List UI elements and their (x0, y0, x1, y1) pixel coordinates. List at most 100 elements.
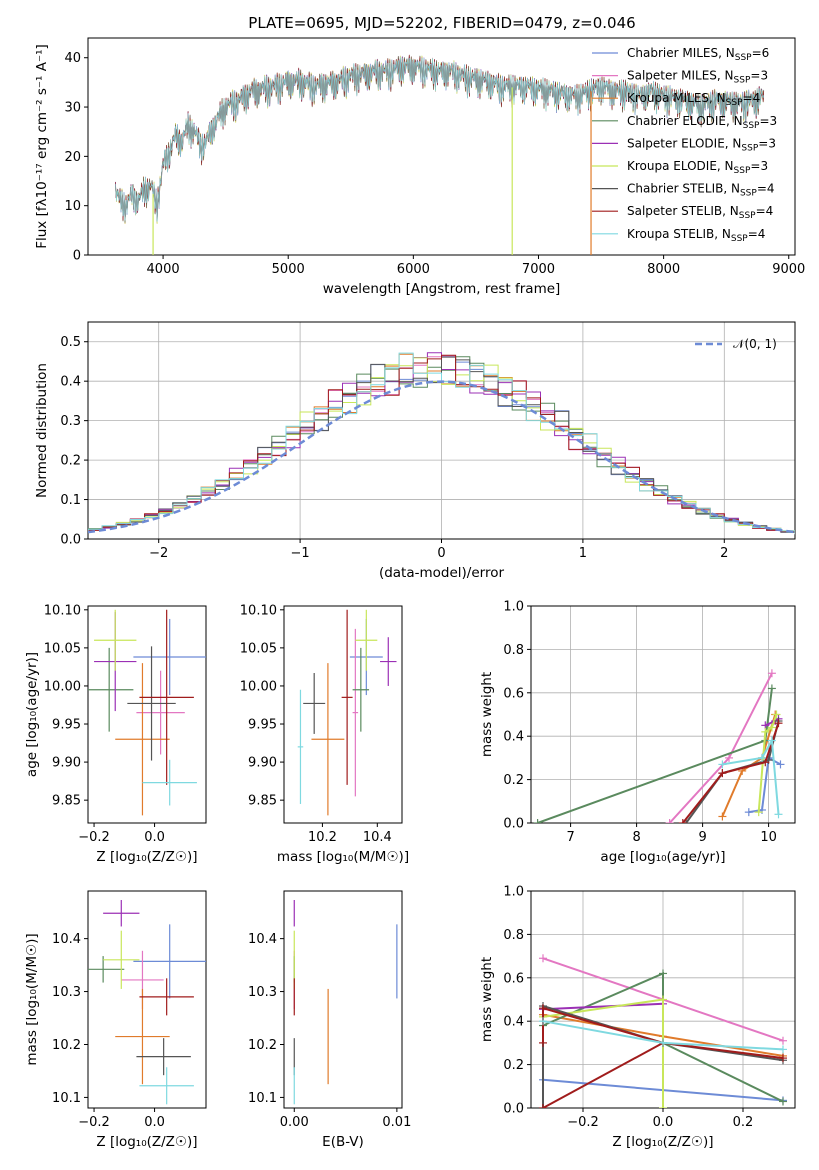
errorbar-point (136, 1038, 191, 1076)
y-tick-label: 20 (64, 150, 81, 165)
x-tick-label: 10.4 (363, 830, 392, 845)
x-tick-label: 0.00 (280, 1115, 309, 1130)
y-tick-label: 0.8 (503, 928, 524, 943)
plot-area (88, 899, 206, 1105)
errorbar-point (311, 663, 345, 816)
x-axis-label: Z [log₁₀(Z/Z☉)] (612, 1134, 713, 1150)
y-tick-label: 1.0 (503, 885, 524, 900)
y-tick-label: 10.05 (44, 641, 81, 656)
weight-marker (758, 753, 766, 762)
y-tick-label: 9.85 (52, 794, 81, 809)
weight-line (542, 1004, 784, 1108)
weight-marker (725, 753, 733, 762)
weight-marker (659, 1104, 667, 1108)
panel-weight_vs_age: 7 8 9 10 0.0 0.2 0.4 0.6 0.8 1.0 age [log₁₀(age/yr… (479, 600, 796, 865)
y-tick-label: 10.00 (44, 679, 81, 694)
weight-marker (767, 736, 776, 745)
spectrum-line (115, 57, 765, 222)
y-tick-label: 10.3 (52, 985, 81, 1000)
x-tick-label: −2 (149, 546, 168, 561)
errorbar-point (115, 663, 170, 816)
x-tick-label: 2 (720, 546, 728, 561)
plot-area (297, 609, 397, 816)
weight-marker (774, 810, 783, 819)
plot-area (533, 669, 785, 823)
axes-frame (283, 890, 403, 1109)
x-tick-label: 0 (437, 546, 445, 561)
legend-entry: Kroupa STELIB, NSSP=4 (627, 227, 765, 244)
y-tick-label: 0.1 (60, 493, 81, 508)
errorbar-point (88, 956, 125, 983)
errorbar-point (127, 646, 176, 761)
normal-curve (88, 380, 795, 534)
weight-marker (767, 684, 776, 693)
y-tick-label: 0.6 (503, 686, 524, 701)
weight-marker (665, 819, 674, 823)
weight-marker (539, 1004, 547, 1013)
panel-mass_vs_Z: −0.2 0.0 10.1 10.2 10.3 10.4 Z [log₁₀(Z/Z☉)] ma… (24, 890, 207, 1150)
y-axis-label: Flux [fλ10⁻¹⁷ erg cm⁻² s⁻¹ A⁻¹] (34, 44, 50, 249)
x-tick-label: 8000 (647, 262, 680, 277)
histogram-step (88, 354, 795, 534)
axes-frame (87, 321, 796, 540)
legend-entry: Chabrier STELIB, NSSP=4 (627, 182, 775, 199)
x-tick-label: 9 (698, 830, 706, 845)
y-axis-label: mass weight (479, 672, 495, 757)
y-axis-label: Normed distribution (34, 363, 50, 498)
plot-area (115, 54, 765, 255)
legend-entry: Salpeter MILES, NSSP=3 (627, 69, 768, 86)
errorbar-point (139, 1067, 194, 1105)
errorbar-point (139, 609, 194, 785)
y-tick-label: 30 (64, 101, 81, 116)
errorbar-point (303, 673, 326, 734)
y-tick-label: 0.2 (503, 1058, 524, 1073)
y-tick-label: 10.2 (248, 1038, 277, 1053)
legend: 𝒩(0, 1) (695, 337, 777, 351)
y-axis-label: mass [log₁₀(M/M☉)] (24, 933, 40, 1065)
errorbar-point (142, 759, 197, 806)
errorbar-point (136, 670, 185, 755)
weight-marker (539, 1038, 547, 1047)
x-tick-label: 1 (579, 546, 587, 561)
weight-marker (774, 719, 783, 728)
x-axis-label: mass [log₁₀(M/M☉)] (277, 849, 409, 865)
x-tick-label: −1 (291, 546, 310, 561)
y-tick-label: 1.0 (503, 600, 524, 615)
weight-line (722, 737, 780, 815)
x-tick-label: 10 (760, 830, 777, 845)
x-tick-label: 0.0 (653, 1115, 674, 1130)
weight-line (542, 1042, 664, 1108)
y-tick-label: 9.95 (248, 718, 277, 733)
weight-marker (533, 819, 542, 823)
x-tick-label: −0.2 (78, 1115, 110, 1130)
weight-marker (754, 808, 763, 817)
legend: Chabrier MILES, NSSP=6 Salpeter MILES, NS… (592, 46, 777, 244)
y-axis-label: age [log₁₀(age/yr)] (24, 652, 40, 777)
x-tick-label: 0.2 (733, 1115, 754, 1130)
y-tick-label: 0.8 (503, 643, 524, 658)
y-tick-label: 10.1 (248, 1091, 277, 1106)
errorbar-point (133, 618, 206, 696)
y-tick-label: 0.6 (503, 971, 524, 986)
x-axis-label: (data-model)/error (379, 565, 505, 581)
y-tick-label: 0.0 (503, 1102, 524, 1117)
x-tick-label: 0.0 (144, 830, 165, 845)
y-tick-label: 0.0 (60, 533, 81, 548)
weight-marker (779, 1045, 787, 1054)
y-tick-label: 10.00 (240, 679, 277, 694)
weight-marker (767, 723, 776, 732)
weight-line (757, 714, 778, 813)
weight-marker (539, 954, 547, 963)
x-axis-label: Z [log₁₀(Z/Z☉)] (96, 849, 197, 865)
legend-entry: 𝒩(0, 1) (733, 337, 777, 351)
y-tick-label: 10.4 (52, 932, 81, 947)
histogram-step (88, 352, 795, 534)
x-axis-label: E(B-V) (322, 1134, 364, 1150)
weight-marker (767, 669, 776, 678)
x-tick-label: 4000 (147, 262, 180, 277)
y-tick-label: 10.3 (248, 985, 277, 1000)
errorbar-point (133, 924, 206, 999)
y-tick-label: 0.4 (503, 730, 524, 745)
y-tick-label: 10.1 (52, 1091, 81, 1106)
